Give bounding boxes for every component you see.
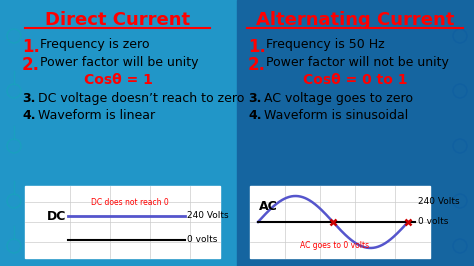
- Text: 4.: 4.: [248, 109, 262, 122]
- Text: DC: DC: [47, 210, 67, 222]
- Text: 240 Volts: 240 Volts: [418, 197, 460, 206]
- Text: DC does not reach 0: DC does not reach 0: [91, 198, 169, 207]
- Text: Waveform is sinusoidal: Waveform is sinusoidal: [260, 109, 408, 122]
- Text: 4.: 4.: [22, 109, 36, 122]
- Text: DC voltage doesn’t reach to zero: DC voltage doesn’t reach to zero: [34, 92, 245, 105]
- Text: Frequency is zero: Frequency is zero: [36, 38, 149, 51]
- Text: Frequency is 50 Hz: Frequency is 50 Hz: [262, 38, 384, 51]
- Bar: [237, 0, 474, 266]
- Text: 2.: 2.: [22, 56, 40, 74]
- Bar: [25, 186, 220, 258]
- Text: 1.: 1.: [22, 38, 40, 56]
- Text: 240 Volts: 240 Volts: [187, 211, 228, 221]
- Bar: [250, 186, 430, 258]
- Text: Waveform is linear: Waveform is linear: [34, 109, 155, 122]
- Text: 2.: 2.: [248, 56, 266, 74]
- Text: Power factor will be unity: Power factor will be unity: [36, 56, 199, 69]
- Text: 0 volts: 0 volts: [187, 235, 218, 244]
- Text: AC goes to 0 volts: AC goes to 0 volts: [301, 241, 370, 250]
- Bar: [0, 0, 237, 266]
- Text: Power factor will not be unity: Power factor will not be unity: [262, 56, 449, 69]
- Text: 3.: 3.: [22, 92, 36, 105]
- Text: Direct Current: Direct Current: [46, 11, 191, 29]
- Text: Alternating Current: Alternating Current: [256, 11, 454, 29]
- Text: 3.: 3.: [248, 92, 261, 105]
- Text: 0 volts: 0 volts: [418, 218, 448, 227]
- Text: Cosθ = 0 to 1: Cosθ = 0 to 1: [303, 73, 407, 87]
- Text: AC: AC: [259, 200, 277, 213]
- Text: 1.: 1.: [248, 38, 266, 56]
- Text: AC voltage goes to zero: AC voltage goes to zero: [260, 92, 413, 105]
- Text: Cosθ = 1: Cosθ = 1: [83, 73, 153, 87]
